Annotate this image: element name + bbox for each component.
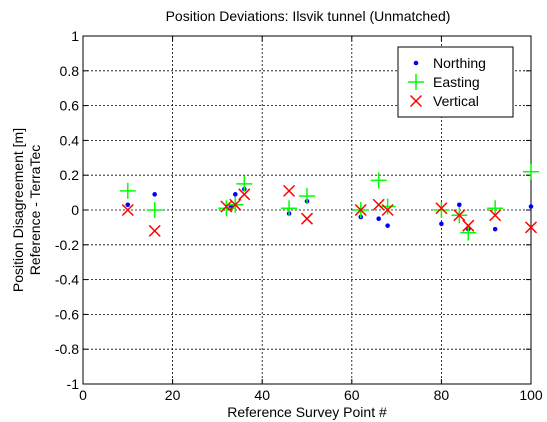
legend-marker-northing <box>413 60 419 66</box>
northing-point <box>125 202 131 208</box>
northing-point <box>376 216 381 221</box>
northing-point <box>385 223 390 228</box>
vertical-point <box>524 221 538 234</box>
y-tick-label: -0.2 <box>55 237 79 253</box>
legend-label-northing: Northing <box>433 55 486 71</box>
series-northing <box>125 186 534 232</box>
vertical-point <box>453 209 466 222</box>
easting-point <box>146 202 163 218</box>
data-series <box>119 163 539 241</box>
y-tick-label: -0.6 <box>55 306 79 322</box>
x-tick-label: 80 <box>434 387 450 403</box>
y-axis-label-line2: Reference - TerraTec <box>27 145 43 275</box>
y-tick-label: -1 <box>67 376 80 392</box>
y-axis-label-line1: Position Disagreement [m] <box>10 128 26 292</box>
northing-point <box>457 202 462 208</box>
y-tick-label: -0.4 <box>55 272 79 288</box>
vertical-point <box>372 198 385 211</box>
chart-title: Position Deviations: Ilsvik tunnel (Unma… <box>166 8 451 24</box>
easting-point <box>299 188 315 205</box>
series-easting <box>119 163 539 241</box>
easting-point <box>236 175 253 192</box>
vertical-point <box>283 184 296 197</box>
northing-point <box>152 192 157 197</box>
legend-marker-vertical <box>409 94 423 108</box>
y-tick-label: -0.8 <box>55 341 79 357</box>
vertical-point <box>435 202 448 215</box>
x-tick-label: 0 <box>79 387 87 403</box>
northing-point <box>233 192 238 197</box>
x-tick-label: 40 <box>254 387 270 403</box>
axis-ticks: 0 20 40 60 80 100 -1 -0.8 -0.6 -0.4 -0.2 0 0.2 0.4 0.6… <box>55 28 543 403</box>
vertical-point <box>489 209 502 222</box>
y-tick-label: 0.6 <box>60 98 80 114</box>
easting-point <box>460 224 477 241</box>
series-vertical <box>121 184 538 237</box>
y-tick-label: 0.2 <box>60 167 80 183</box>
x-tick-label: 60 <box>344 387 360 403</box>
vertical-point <box>381 203 394 217</box>
y-tick-label: 1 <box>71 28 79 44</box>
x-tick-label: 100 <box>519 387 543 403</box>
easting-point <box>523 163 539 180</box>
northing-point <box>528 204 534 209</box>
easting-point <box>433 202 450 218</box>
legend-marker-easting <box>408 74 424 90</box>
easting-point <box>379 198 396 215</box>
vertical-point <box>148 224 161 237</box>
easting-point <box>281 200 298 217</box>
x-axis-label: Reference Survey Point # <box>227 404 387 420</box>
vertical-point <box>229 198 242 211</box>
vertical-point <box>238 188 251 201</box>
easting-point <box>487 200 504 217</box>
northing-point <box>492 226 498 232</box>
easting-point <box>370 172 387 189</box>
vertical-point <box>300 212 314 225</box>
legend-label-vertical: Vertical <box>433 93 479 109</box>
vertical-point <box>354 203 367 217</box>
northing-point <box>439 221 444 227</box>
vertical-point <box>462 219 475 232</box>
y-tick-label: 0 <box>71 202 79 218</box>
legend-markers <box>408 60 424 108</box>
y-tick-label: 0.8 <box>60 63 80 79</box>
legend: Northing Easting Vertical <box>397 46 514 118</box>
x-tick-label: 20 <box>165 387 181 403</box>
legend-label-easting: Easting <box>433 74 480 90</box>
y-tick-label: 0.4 <box>60 132 80 148</box>
vertical-point <box>121 203 134 217</box>
easting-point <box>119 182 136 199</box>
